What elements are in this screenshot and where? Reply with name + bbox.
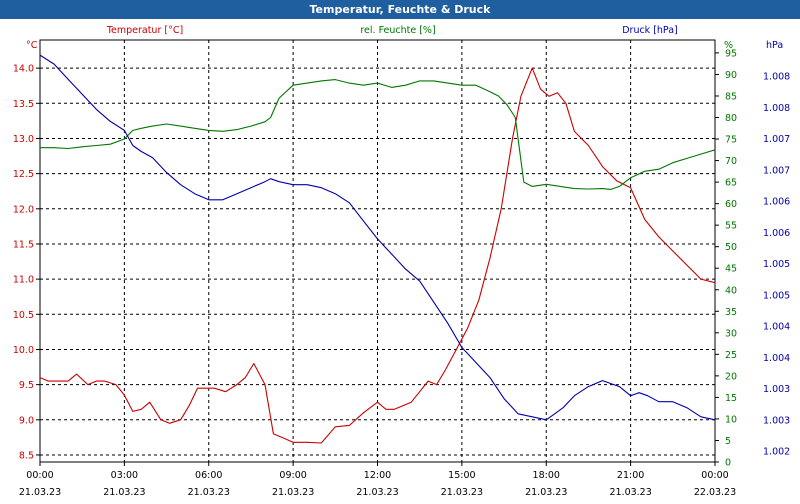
temperature-axis: 14.0 13.5 13.0 12.5 12.0 11.5 11.0 10.5 10.0 9.5 9… <box>13 64 40 461</box>
time-tick-label: 00:00 <box>701 470 728 481</box>
humidity-unit-label: % <box>724 40 733 51</box>
pressure-series-line <box>39 54 716 421</box>
temperature-tick-label: 8.5 <box>19 450 34 461</box>
pressure-tick-label: 1.004 <box>763 353 790 364</box>
temperature-tick-label: 9.0 <box>19 415 34 426</box>
pressure-tick-label: 1.005 <box>763 259 790 270</box>
date-tick-label: 21.03.23 <box>356 487 398 498</box>
humidity-tick-label: 85 <box>725 91 737 102</box>
humidity-tick-label: 35 <box>725 307 737 318</box>
temperature-tick-label: 11.0 <box>13 275 34 286</box>
humidity-tick-label: 55 <box>725 221 737 232</box>
humidity-tick-label: 5 <box>725 436 731 447</box>
axis-labels: °C Temperatur [°C] rel. Feuchte [%]% Druck … <box>26 25 783 51</box>
pressure-axis-label: Druck [hPa] <box>622 25 678 36</box>
chart-area: 14.0 13.5 13.0 12.5 12.0 11.5 11.0 10.5 10.0 9.5 9… <box>0 19 800 500</box>
pressure-tick-label: 1.007 <box>763 165 790 176</box>
humidity-tick-label: 95 <box>725 48 737 59</box>
multi-axis-line-chart: 14.0 13.5 13.0 12.5 12.0 11.5 11.0 10.5 10.0 9.5 9… <box>13 25 790 498</box>
temperature-tick-label: 12.5 <box>13 169 34 180</box>
pressure-tick-label: 1.004 <box>763 322 790 333</box>
time-tick-label: 09:00 <box>279 470 306 481</box>
humidity-tick-label: 25 <box>725 350 737 361</box>
pressure-tick-label: 1.005 <box>763 290 790 301</box>
humidity-tick-label: 20 <box>725 371 737 382</box>
humidity-tick-label: 15 <box>725 393 737 404</box>
temperature-tick-label: 13.0 <box>13 134 34 145</box>
temperature-series-line <box>39 67 716 444</box>
pressure-unit-label: hPa <box>766 40 783 51</box>
grid-lines <box>40 40 715 462</box>
temperature-unit-label: °C <box>26 40 38 51</box>
time-tick-label: 12:00 <box>364 470 391 481</box>
pressure-tick-label: 1.003 <box>763 415 790 426</box>
pressure-tick-label: 1.006 <box>763 197 790 208</box>
temperature-tick-label: 10.5 <box>13 310 34 321</box>
date-tick-label: 21.03.23 <box>609 487 651 498</box>
pressure-tick-label: 1.008 <box>763 103 790 114</box>
temperature-axis-label: Temperatur [°C] <box>106 25 183 36</box>
date-tick-label: 21.03.23 <box>19 487 61 498</box>
date-tick-label: 21.03.23 <box>525 487 567 498</box>
pressure-tick-label: 1.008 <box>763 72 790 83</box>
humidity-tick-label: 40 <box>725 285 737 296</box>
time-tick-label: 06:00 <box>195 470 222 481</box>
date-tick-label: 22.03.23 <box>694 487 736 498</box>
pressure-tick-label: 1.003 <box>763 384 790 395</box>
humidity-tick-label: 70 <box>725 156 737 167</box>
humidity-tick-label: 90 <box>725 70 737 81</box>
date-tick-label: 21.03.23 <box>188 487 230 498</box>
date-tick-label: 21.03.23 <box>103 487 145 498</box>
time-tick-label: 15:00 <box>448 470 475 481</box>
pressure-tick-label: 1.006 <box>763 228 790 239</box>
humidity-tick-label: 75 <box>725 135 737 146</box>
date-tick-label: 21.03.23 <box>272 487 314 498</box>
humidity-tick-label: 10 <box>725 414 737 425</box>
date-tick-label: 21.03.23 <box>441 487 483 498</box>
time-tick-label: 03:00 <box>111 470 138 481</box>
humidity-tick-label: 60 <box>725 199 737 210</box>
series-lines <box>39 54 716 444</box>
temperature-tick-label: 14.0 <box>13 64 34 75</box>
time-tick-label: 18:00 <box>533 470 560 481</box>
temperature-tick-label: 10.0 <box>13 345 34 356</box>
humidity-tick-label: 80 <box>725 113 737 124</box>
humidity-tick-label: 0 <box>725 458 731 469</box>
pressure-tick-label: 1.002 <box>763 447 790 458</box>
time-tick-label: 21:00 <box>617 470 644 481</box>
humidity-tick-label: 65 <box>725 178 737 189</box>
pressure-axis: 1.008 1.008 1.007 1.007 1.006 1.006 1.005 1.005… <box>763 72 790 458</box>
pressure-tick-label: 1.007 <box>763 134 790 145</box>
humidity-tick-label: 30 <box>725 328 737 339</box>
humidity-series-line <box>40 79 716 190</box>
temperature-tick-label: 11.5 <box>13 239 34 250</box>
time-axis: 00:00 21.03.23 03:00 21.03.23 06:00 21.03.23 0… <box>19 462 736 498</box>
temperature-tick-label: 12.0 <box>13 204 34 215</box>
humidity-axis-label: rel. Feuchte [%] <box>360 25 435 36</box>
humidity-tick-label: 50 <box>725 242 737 253</box>
temperature-tick-label: 13.5 <box>13 99 34 110</box>
humidity-tick-label: 45 <box>725 264 737 275</box>
chart-title: Temperatur, Feuchte & Druck <box>0 0 800 19</box>
temperature-tick-label: 9.5 <box>19 380 34 391</box>
time-tick-label: 00:00 <box>26 470 53 481</box>
